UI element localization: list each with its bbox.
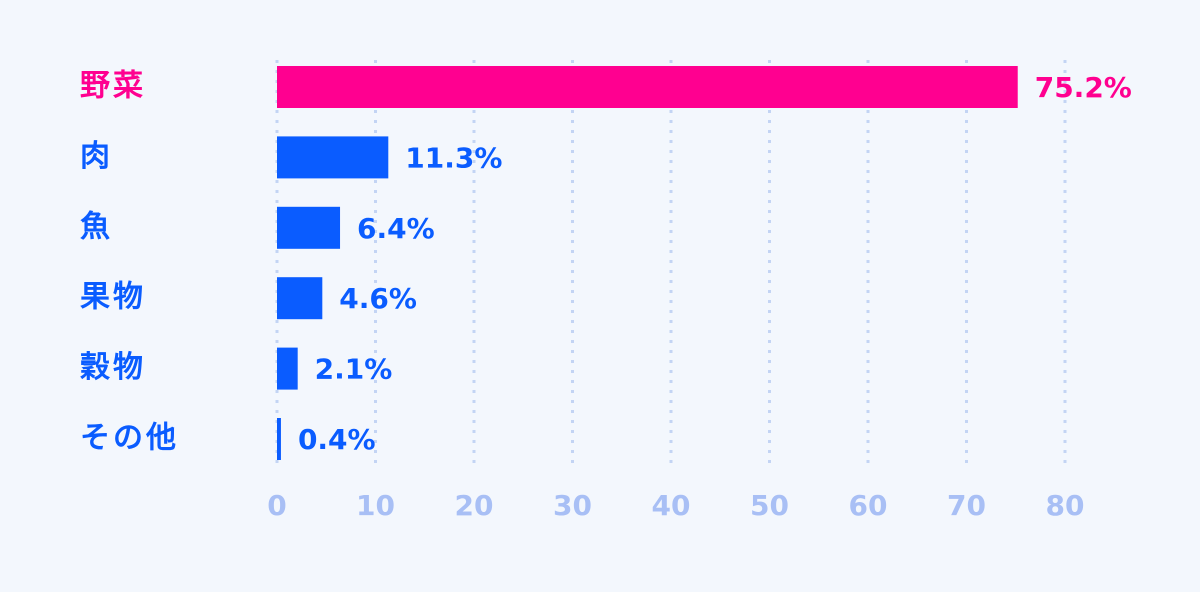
bar: [277, 277, 323, 320]
bar: [277, 418, 281, 460]
value-label: 2.1%: [315, 353, 393, 386]
value-label: 0.4%: [298, 423, 376, 456]
value-label: 6.4%: [357, 212, 435, 245]
value-label: 11.3%: [405, 141, 502, 174]
bar: [277, 136, 389, 179]
x-tick-label: 30: [553, 489, 592, 522]
value-label: 4.6%: [339, 282, 417, 315]
bar: [277, 347, 298, 390]
x-tick-label: 50: [750, 489, 789, 522]
x-tick-label: 20: [455, 489, 494, 522]
bar: [277, 66, 1018, 108]
x-tick-label: 10: [356, 489, 395, 522]
category-label: 穀物: [80, 350, 146, 385]
category-label: 果物: [80, 280, 146, 315]
bar: [277, 206, 341, 249]
x-tick-label: 70: [947, 489, 986, 522]
category-label: その他: [80, 421, 179, 456]
category-label: 野菜: [80, 69, 146, 104]
x-tick-label: 60: [849, 489, 888, 522]
x-tick-label: 40: [652, 489, 691, 522]
x-tick-label: 0: [267, 489, 286, 522]
x-tick-label: 80: [1046, 489, 1085, 522]
category-label: 魚: [80, 209, 113, 244]
category-label: 肉: [80, 139, 113, 174]
value-label: 75.2%: [1035, 71, 1132, 104]
